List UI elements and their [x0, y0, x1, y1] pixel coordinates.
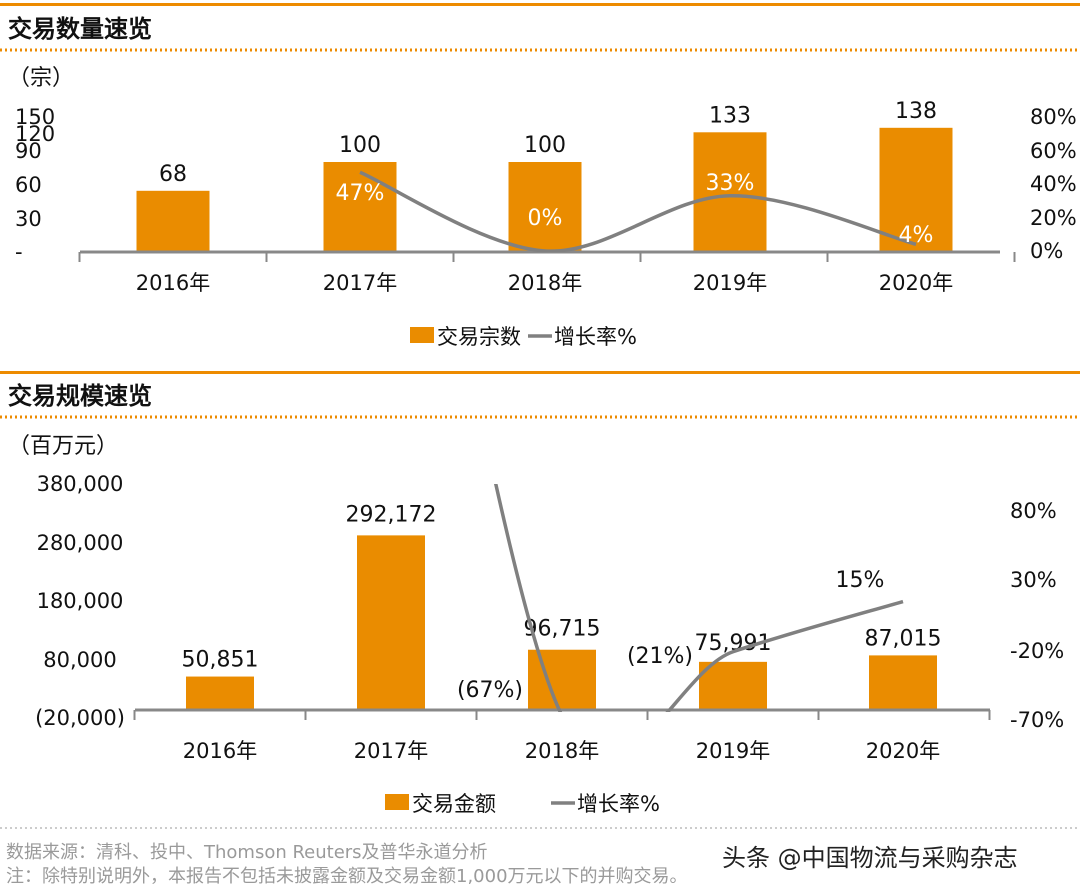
chart-title: 交易数量速览: [8, 15, 152, 43]
y2-tick-label: 80%: [1030, 105, 1077, 129]
growth-rate-line: [494, 484, 904, 712]
growth-rate-line: [359, 170, 917, 252]
growth-rate-label: 4%: [899, 223, 934, 248]
bar-2019年: [693, 132, 767, 252]
bar-2017年: [357, 535, 425, 710]
bar-2020年: [879, 127, 953, 252]
y2-tick-label: 60%: [1030, 139, 1077, 163]
bar-2016年: [136, 190, 210, 252]
y-tick-label: (20,000): [35, 706, 125, 730]
section-top-rule: [0, 3, 1080, 6]
bar-2020年: [869, 655, 937, 710]
source-note: 数据来源：清科、投中、Thomson Reuters及普华永道分析: [6, 842, 488, 863]
legend-line-label: 增长率%: [577, 792, 660, 816]
bar-value-label: 100: [339, 133, 381, 158]
bar-2016年: [186, 676, 254, 710]
y2-tick-label: 0%: [1030, 239, 1063, 263]
legend-line-label: 增长率%: [554, 325, 637, 349]
bar-2017年: [323, 162, 397, 252]
growth-rate-label: 33%: [706, 171, 755, 196]
bar-value-label: 133: [709, 103, 751, 128]
y-axis-unit-label: （宗）: [8, 66, 74, 91]
bar-value-label: 138: [895, 99, 937, 124]
x-tick-label: 2019年: [696, 739, 770, 763]
y-tick-label: 80,000: [43, 648, 116, 672]
y-tick-label: 60: [15, 173, 42, 197]
y-tick-label: -: [15, 240, 23, 264]
x-tick-label: 2017年: [354, 739, 428, 763]
legend-bar-label: 交易宗数: [437, 325, 521, 349]
chart-title: 交易规模速览: [8, 382, 152, 410]
y-tick-label: 120: [15, 122, 55, 146]
x-tick-label: 2016年: [183, 739, 257, 763]
bar-value-label: 50,851: [182, 648, 259, 673]
y2-tick-label: 80%: [1010, 499, 1057, 523]
y-tick-label: 280,000: [37, 531, 124, 555]
watermark: 头条 @中国物流与采购杂志: [722, 844, 1018, 872]
y-tick-label: 180,000: [37, 589, 124, 613]
x-tick-label: 2018年: [525, 739, 599, 763]
section-top-rule: [0, 371, 1080, 374]
legend-bar-label: 交易金额: [412, 792, 496, 816]
legend-bar-swatch: [410, 327, 434, 343]
x-tick-label: 2018年: [508, 271, 582, 295]
bar-2018年: [528, 649, 596, 710]
growth-rate-label: 0%: [528, 206, 563, 231]
y2-tick-label: -20%: [1010, 639, 1064, 663]
x-tick-label: 2019年: [693, 271, 767, 295]
x-tick-label: 2016年: [136, 271, 210, 295]
bar-value-label: 68: [159, 162, 187, 187]
bar-value-label: 292,172: [346, 502, 437, 527]
growth-rate-label: (67%): [457, 678, 523, 703]
y-tick-label: 150: [15, 105, 55, 129]
y-tick-label: 90: [15, 139, 42, 163]
y-tick-label: 380,000: [37, 472, 124, 496]
bar-value-label: 87,015: [865, 626, 942, 651]
legend-bar-swatch: [385, 794, 409, 810]
y2-tick-label: -70%: [1010, 708, 1064, 732]
bar-2018年: [508, 162, 582, 252]
x-tick-label: 2020年: [879, 271, 953, 295]
growth-rate-label: 15%: [836, 568, 885, 593]
y2-tick-label: 20%: [1030, 206, 1077, 230]
growth-rate-label: (21%): [627, 644, 693, 669]
growth-rate-label: 47%: [336, 181, 385, 206]
y2-tick-label: 30%: [1010, 568, 1057, 592]
y-axis-unit-label: （百万元）: [8, 434, 118, 459]
y-tick-label: 30: [15, 207, 42, 231]
bar-value-label: 96,715: [524, 617, 601, 642]
footnote: 注：除特别说明外，本报告不包括未披露金额及交易金额1,000万元以下的并购交易。: [6, 866, 688, 887]
bar-2019年: [699, 661, 767, 710]
bar-value-label: 100: [524, 133, 566, 158]
y2-tick-label: 40%: [1030, 172, 1077, 196]
x-tick-label: 2020年: [866, 739, 940, 763]
x-tick-label: 2017年: [323, 271, 397, 295]
